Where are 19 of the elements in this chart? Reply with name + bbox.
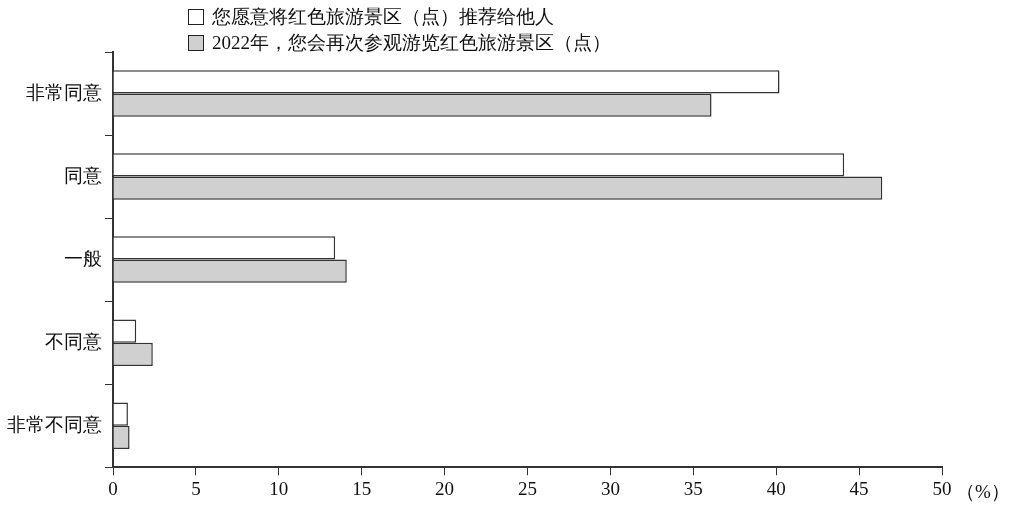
x-tick-label: 5 (191, 477, 201, 499)
x-tick-label: 40 (766, 477, 786, 499)
x-tick-label: 10 (269, 477, 289, 499)
x-tick-label: 30 (600, 477, 620, 499)
x-tick-label: 20 (435, 477, 455, 499)
y-tick-label: 不同意 (45, 330, 102, 352)
y-tick-label: 一般 (64, 247, 102, 269)
x-tick-label: 15 (352, 477, 372, 499)
y-tick-label: 非常不同意 (7, 413, 102, 435)
x-tick-label: 35 (683, 477, 703, 499)
x-tick-label: 50 (932, 477, 952, 499)
legend-label: 2022年，您会再次参观游览红色旅游景区（点） (212, 31, 611, 55)
y-tick-label: 同意 (64, 164, 102, 186)
x-tick-label: 25 (518, 477, 537, 499)
y-tick-label: 非常同意 (26, 81, 102, 103)
x-tick-label: 45 (849, 477, 869, 499)
text: 您愿意将红色旅游景区（点）推荐给他人 (212, 5, 554, 29)
x-tick-label: 0 (108, 477, 118, 499)
x-axis-title: （%） (956, 481, 1010, 503)
